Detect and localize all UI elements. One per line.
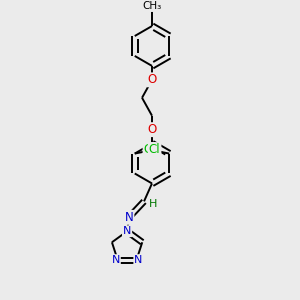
- Text: Cl: Cl: [143, 143, 155, 156]
- Text: O: O: [147, 73, 157, 86]
- Text: N: N: [134, 255, 142, 265]
- Text: N: N: [125, 211, 134, 224]
- Text: O: O: [147, 123, 157, 136]
- Text: Cl: Cl: [149, 143, 161, 156]
- Text: N: N: [112, 255, 120, 265]
- Text: CH₃: CH₃: [142, 1, 162, 11]
- Text: H: H: [149, 200, 157, 209]
- Text: N: N: [123, 226, 131, 236]
